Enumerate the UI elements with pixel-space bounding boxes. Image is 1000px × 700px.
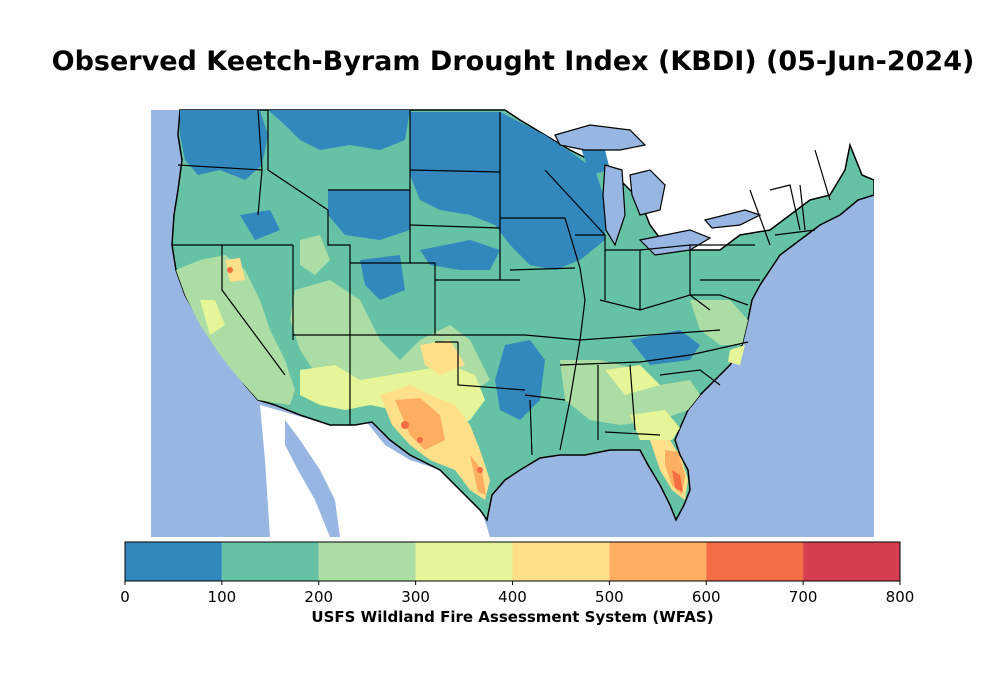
colorbar-tick-label: 400	[498, 588, 527, 606]
colorbar-bin-5	[609, 542, 707, 581]
colorbar-tick-label: 700	[788, 588, 818, 606]
colorbar-tick-label: 0	[120, 588, 130, 606]
colorbar-bin-7	[803, 542, 900, 581]
colorbar-bin-1	[221, 542, 319, 581]
colorbar-tick-label: 600	[691, 588, 721, 606]
colorbar-tick-label: 200	[304, 588, 334, 606]
colorbar-bin-3	[415, 542, 513, 581]
kbdi-600-700-spots	[227, 267, 683, 492]
colorbar-tick-label: 300	[401, 588, 430, 606]
great-lakes	[554, 124, 762, 256]
kbdi-0-100-regions	[180, 110, 700, 420]
map-title: Observed Keetch-Byram Drought Index (KBD…	[51, 46, 975, 77]
colorbar-tick-label: 500	[595, 588, 624, 606]
canada-land	[151, 86, 874, 250]
colorbar-bin-6	[706, 542, 804, 581]
colorbar-label: USFS Wildland Fire Assessment System (WF…	[311, 608, 714, 626]
colorbar-bin-4	[512, 542, 610, 581]
colorbar-bin-0	[125, 542, 222, 581]
state-borders	[172, 109, 831, 456]
colorbar-tick-label: 100	[207, 588, 237, 606]
colorbar-bin-2	[318, 542, 416, 581]
colorbar-tick-label: 800	[885, 588, 915, 606]
gulf-of-california	[285, 420, 340, 537]
